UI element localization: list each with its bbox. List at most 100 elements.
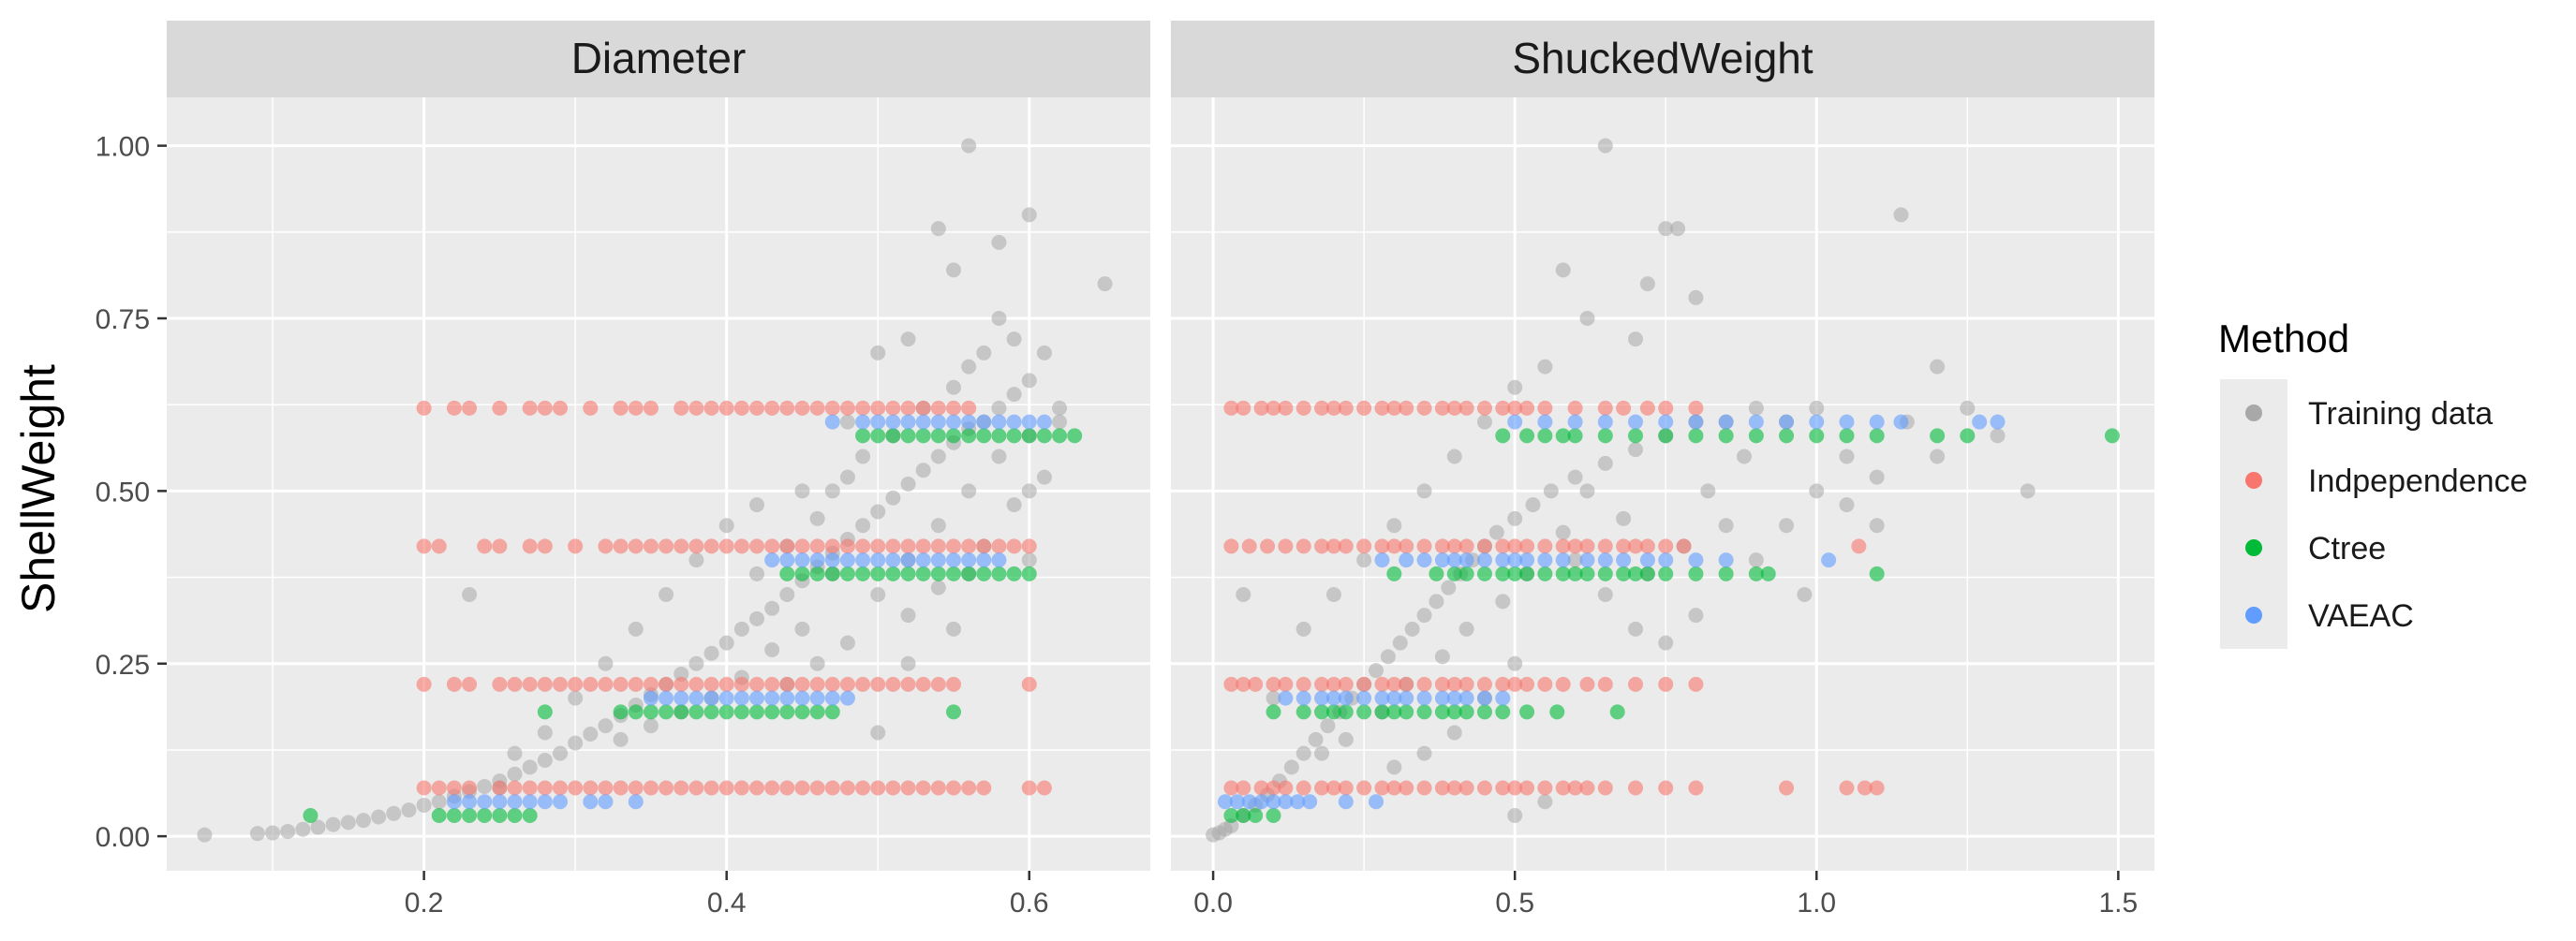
data-point (1036, 414, 1052, 430)
data-point (1429, 594, 1444, 610)
data-point (1495, 538, 1511, 554)
data-point (2104, 428, 2120, 444)
data-point (870, 552, 886, 568)
data-point (824, 676, 840, 692)
data-point (870, 538, 886, 554)
data-point (1374, 538, 1390, 554)
data-point (1628, 676, 1644, 692)
data-point (688, 676, 704, 692)
data-point (1507, 538, 1523, 554)
data-point (492, 676, 508, 692)
data-point (1320, 718, 1336, 734)
data-point (553, 400, 568, 416)
data-point (839, 566, 855, 581)
data-point (1223, 676, 1239, 692)
data-point (507, 676, 523, 692)
x-tick-label: 0.2 (405, 888, 444, 919)
data-point (976, 345, 992, 360)
data-point (613, 676, 629, 692)
data-point (1579, 780, 1595, 796)
data-point (733, 676, 749, 692)
data-point (674, 400, 689, 416)
data-point (1295, 745, 1311, 761)
data-point (976, 566, 992, 581)
data-point (764, 690, 780, 706)
data-point (703, 538, 719, 554)
data-point (1748, 414, 1764, 430)
data-point (976, 552, 992, 568)
data-point (1325, 538, 1341, 554)
data-point (915, 428, 931, 444)
data-point (1821, 552, 1837, 568)
data-point (1495, 690, 1511, 706)
data-point (1325, 704, 1341, 720)
data-point (688, 400, 704, 416)
data-point (930, 518, 946, 534)
data-point (659, 587, 674, 602)
data-point (522, 794, 538, 810)
data-point (839, 469, 855, 485)
data-point (809, 676, 825, 692)
data-point (794, 690, 810, 706)
data-point (961, 138, 977, 154)
data-point (1507, 379, 1523, 395)
data-point (1809, 400, 1825, 416)
data-point (1748, 428, 1764, 444)
data-point (961, 538, 977, 554)
data-point (900, 676, 916, 692)
data-point (1760, 566, 1776, 581)
data-point (1495, 428, 1511, 444)
data-point (1356, 552, 1372, 568)
data-point (1295, 676, 1311, 692)
data-point (1519, 780, 1535, 796)
data-point (1399, 676, 1414, 692)
data-point (794, 704, 810, 720)
data-point (1386, 400, 1402, 416)
data-point (839, 538, 855, 554)
data-point (2020, 483, 2036, 499)
data-point (1416, 400, 1432, 416)
data-point (628, 676, 644, 692)
data-point (1658, 428, 1674, 444)
data-point (1525, 497, 1541, 513)
data-point (598, 655, 614, 671)
data-point (1021, 566, 1037, 581)
data-point (1567, 538, 1583, 554)
data-point (718, 518, 734, 534)
data-point (1266, 676, 1281, 692)
data-point (915, 676, 931, 692)
data-point (613, 731, 629, 747)
data-point (1434, 552, 1450, 568)
data-point (870, 725, 886, 741)
data-point (659, 676, 674, 692)
data-point (930, 400, 946, 416)
data-point (1579, 538, 1595, 554)
data-point (749, 780, 764, 796)
data-point (1893, 414, 1909, 430)
legend: Method Training data Indpependence Ctree VA… (2218, 316, 2527, 649)
data-point (1736, 448, 1752, 464)
data-point (900, 414, 916, 430)
data-point (824, 483, 840, 499)
y-tick-label: 0.25 (96, 650, 150, 681)
data-point (1930, 448, 1946, 464)
data-point (1236, 587, 1251, 602)
data-point (1658, 414, 1674, 430)
data-point (1356, 780, 1372, 796)
data-point (1567, 400, 1583, 416)
panels-layer: Diameter 0.00 0.25 0.50 0.75 1.00 0.2 0.4 0.6 Shu… (96, 21, 2154, 919)
data-point (1036, 428, 1052, 444)
data-point (568, 735, 584, 751)
data-point (643, 718, 659, 734)
data-point (885, 490, 901, 506)
data-point (1097, 276, 1113, 292)
data-point (1555, 262, 1571, 278)
data-point (1278, 690, 1294, 706)
data-point (718, 635, 734, 651)
data-point (1628, 331, 1644, 347)
data-point (507, 745, 523, 761)
data-point (885, 566, 901, 581)
data-point (930, 676, 946, 692)
y-tick-label: 1.00 (96, 132, 150, 163)
